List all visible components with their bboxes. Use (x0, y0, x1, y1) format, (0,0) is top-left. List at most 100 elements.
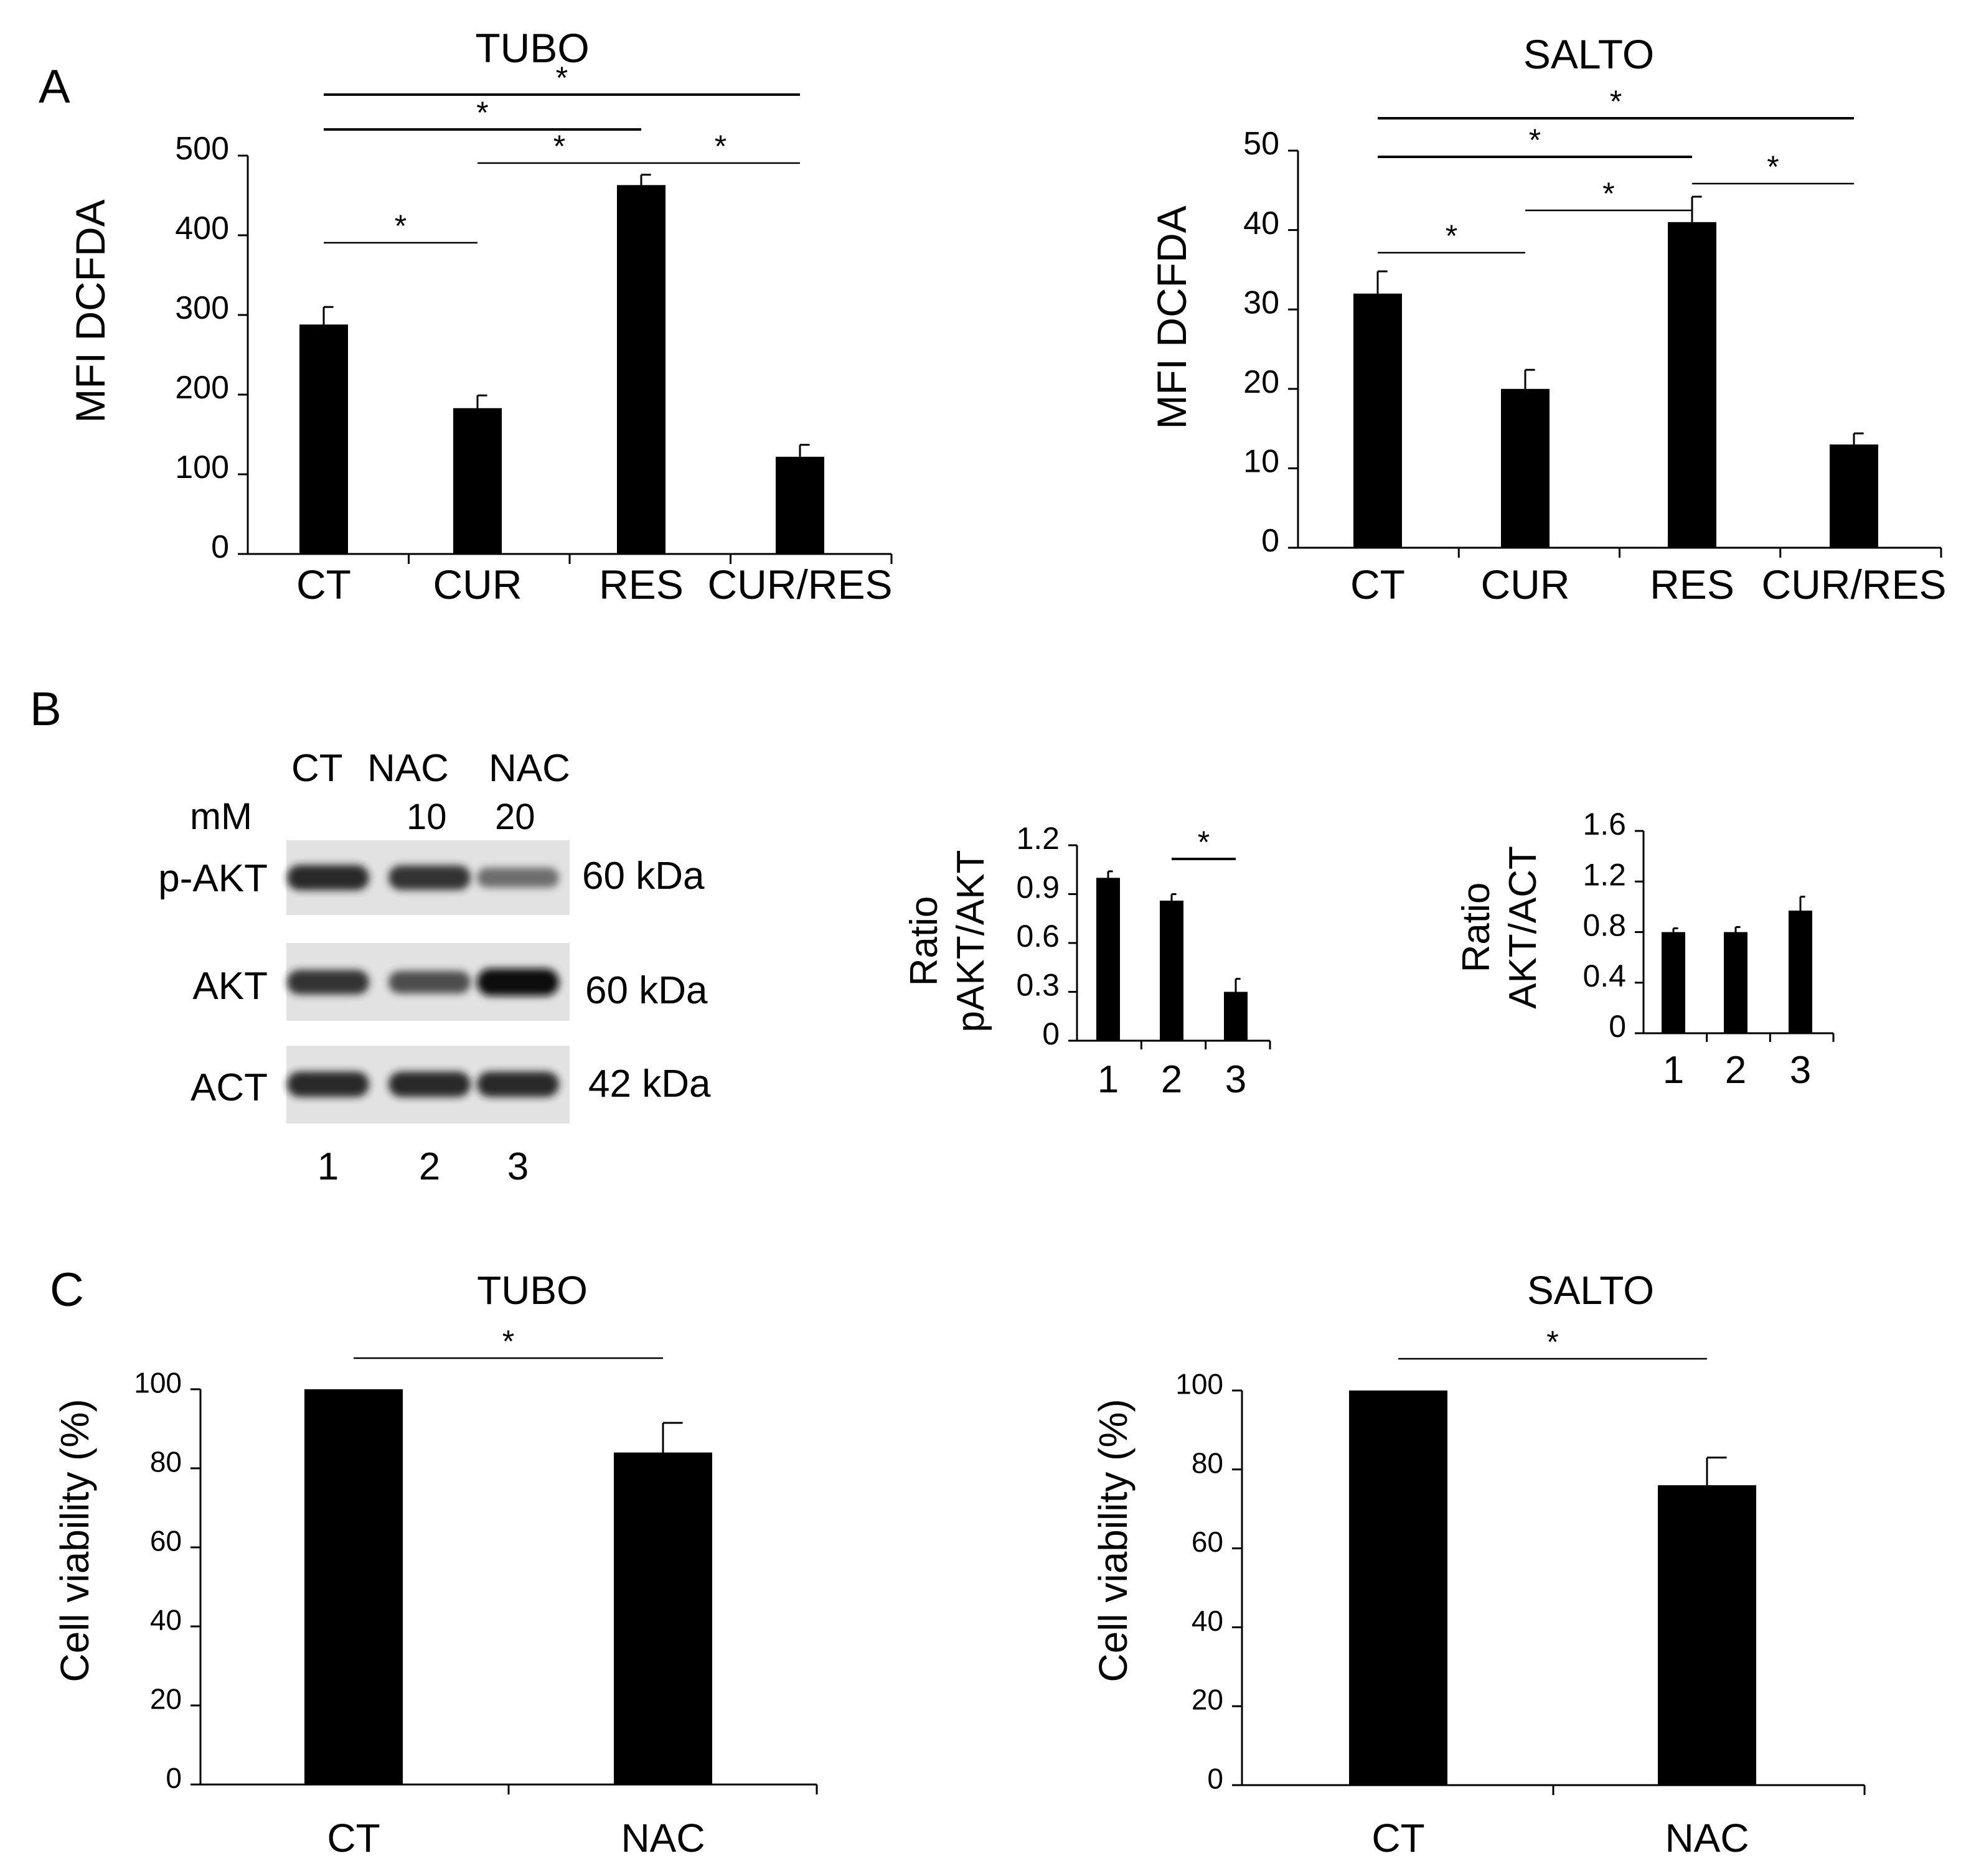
y-tick-label: 80 (1192, 1447, 1223, 1479)
blot-lane-header-nac20: NAC (489, 747, 570, 790)
y-tick-label: 50 (1243, 126, 1279, 162)
blot-row-label-act: ACT (190, 1066, 268, 1109)
blot-band (287, 970, 369, 995)
chart-ratio-akt-act: Ratio AKT/ACT 0 0.4 0.8 1.2 1.6 1 2 3 (1455, 807, 1835, 1092)
y-tick-label: 10 (1243, 444, 1279, 480)
bar (1789, 910, 1812, 1033)
panel-label-c: C (50, 1264, 84, 1316)
blot-row-label-pakt: p-AKT (158, 857, 268, 900)
y-tick-label: 1.2 (1016, 821, 1060, 856)
category-label: RES (1650, 561, 1734, 607)
significance-star: * (502, 1324, 514, 1359)
y-axis-label-line: Ratio (1455, 883, 1498, 973)
chart-title: TUBO (475, 25, 589, 71)
y-tick-label: 1.2 (1583, 857, 1626, 892)
bar (1353, 293, 1402, 548)
category-label: CUR (433, 561, 522, 607)
significance-star: * (715, 129, 727, 164)
blot-band (388, 865, 471, 890)
blot-band (287, 865, 369, 891)
significance-star: * (395, 209, 407, 243)
category-label: 1 (1663, 1049, 1684, 1092)
y-axis-label: MFI DCFDA (1149, 205, 1195, 429)
category-label: 2 (1725, 1049, 1746, 1092)
blot-band (477, 1071, 559, 1097)
category-label: 1 (1098, 1058, 1119, 1101)
y-tick-label: 100 (175, 449, 229, 485)
chart-salto-viability: SALTO Cell viability (%) 0 20 40 60 80 100 CT NAC… (1091, 1268, 1866, 1860)
significance-star: * (1610, 84, 1622, 119)
blot-band (388, 970, 471, 994)
blot-size-act: 42 kDa (588, 1062, 711, 1105)
significance-star: * (1546, 1325, 1558, 1359)
y-tick-label: 0 (166, 1762, 182, 1794)
y-tick-label: 400 (175, 210, 229, 246)
category-label: NAC (1665, 1816, 1749, 1860)
blot-size-pakt: 60 kDa (582, 855, 705, 898)
category-label: 3 (1790, 1049, 1811, 1092)
y-tick-label: 0.4 (1583, 959, 1626, 993)
significance-star: * (1198, 825, 1210, 860)
chart-title: SALTO (1527, 1268, 1654, 1313)
chart-ratio-pakt-akt: Ratio pAKT/AKT 0 0.3 0.6 0.9 1.2 1 2 3 * (903, 821, 1271, 1101)
category-label: CUR/RES (1761, 561, 1946, 607)
y-tick-label: 60 (150, 1525, 182, 1557)
category-label: CT (296, 561, 351, 607)
bar (453, 408, 502, 554)
blot-lane-header-nac10: NAC (367, 747, 449, 790)
category-label: CT (327, 1816, 380, 1860)
y-axis-label: Cell viability (%) (1091, 1399, 1136, 1682)
y-tick-label: 20 (1192, 1684, 1223, 1716)
category-label: RES (599, 561, 684, 607)
chart-tubo-mfi: TUBO MFI DCFDA 0 100 200 300 400 500 CT CUR RES CUR… (67, 25, 893, 607)
bar (1658, 1485, 1756, 1785)
panel-label-b: B (30, 683, 62, 736)
y-tick-label: 30 (1243, 284, 1279, 321)
y-tick-label: 0.6 (1016, 919, 1060, 954)
bar (1830, 444, 1878, 548)
category-label: CUR (1481, 561, 1570, 607)
category-label: 3 (1225, 1058, 1246, 1101)
bar (1224, 992, 1248, 1041)
blot-band (388, 1071, 471, 1097)
blot-band (477, 968, 559, 996)
y-tick-label: 0 (1609, 1009, 1626, 1044)
significance-star: * (1529, 123, 1541, 157)
blot-dose-unit: mM (190, 795, 252, 837)
y-tick-label: 100 (134, 1367, 182, 1399)
blot-size-akt: 60 kDa (585, 969, 708, 1012)
blot-dose-20: 20 (495, 797, 535, 837)
category-label: CT (1371, 1816, 1424, 1860)
chart-tubo-viability: TUBO Cell viability (%) 0 20 40 60 80 100 CT NAC * (52, 1268, 818, 1860)
significance-star: * (476, 95, 488, 130)
blot-row-label-akt: AKT (192, 965, 268, 1008)
significance-star: * (1602, 176, 1614, 211)
y-tick-label: 20 (1243, 364, 1279, 400)
y-axis-label-line: pAKT/AKT (949, 850, 992, 1033)
blot-lane-number-1: 1 (317, 1145, 339, 1188)
bar (299, 324, 348, 554)
panel-label-a: A (39, 60, 70, 113)
significance-star: * (1446, 218, 1457, 253)
y-tick-label: 300 (175, 290, 229, 326)
bar (614, 1452, 712, 1785)
bar (617, 185, 666, 554)
y-axis-label: Cell viability (%) (52, 1399, 97, 1682)
category-label: NAC (621, 1816, 705, 1860)
y-tick-label: 20 (150, 1683, 182, 1715)
y-tick-label: 0 (211, 529, 229, 565)
blot-lane-number-2: 2 (419, 1145, 440, 1188)
y-tick-label: 500 (175, 131, 229, 167)
blot-dose-10: 10 (407, 797, 447, 837)
bar (1662, 932, 1685, 1033)
bar (1501, 388, 1550, 548)
bar (1096, 878, 1120, 1041)
y-tick-label: 0 (1207, 1763, 1223, 1795)
bar (1724, 932, 1747, 1033)
y-tick-label: 80 (150, 1446, 182, 1478)
y-tick-label: 200 (175, 370, 229, 406)
category-label: CUR/RES (707, 561, 892, 607)
bar (1160, 900, 1183, 1041)
y-tick-label: 40 (1192, 1605, 1223, 1637)
